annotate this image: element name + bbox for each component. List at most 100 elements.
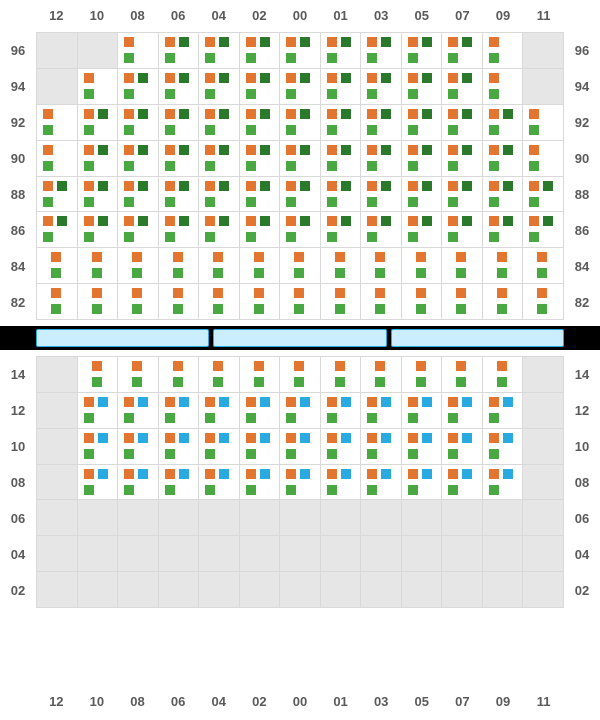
rack-cell[interactable] bbox=[77, 392, 118, 428]
rack-cell[interactable] bbox=[77, 176, 118, 212]
rack-cell[interactable] bbox=[442, 33, 483, 69]
rack-cell[interactable] bbox=[77, 212, 118, 248]
rack-cell[interactable] bbox=[320, 248, 361, 284]
rack-cell[interactable] bbox=[523, 284, 564, 320]
rack-cell[interactable] bbox=[199, 500, 240, 536]
rack-cell[interactable] bbox=[401, 284, 442, 320]
rack-cell[interactable] bbox=[361, 572, 402, 608]
rack-cell[interactable] bbox=[482, 536, 523, 572]
rack-cell[interactable] bbox=[523, 428, 564, 464]
rack-cell[interactable] bbox=[37, 357, 78, 393]
divider-segment[interactable] bbox=[36, 329, 209, 347]
rack-cell[interactable] bbox=[523, 212, 564, 248]
rack-cell[interactable] bbox=[482, 428, 523, 464]
rack-cell[interactable] bbox=[442, 428, 483, 464]
rack-cell[interactable] bbox=[523, 140, 564, 176]
rack-cell[interactable] bbox=[442, 536, 483, 572]
rack-cell[interactable] bbox=[482, 212, 523, 248]
rack-cell[interactable] bbox=[442, 464, 483, 500]
rack-cell[interactable] bbox=[482, 392, 523, 428]
divider-segment[interactable] bbox=[391, 329, 564, 347]
rack-cell[interactable] bbox=[523, 464, 564, 500]
rack-cell[interactable] bbox=[320, 428, 361, 464]
rack-cell[interactable] bbox=[280, 176, 321, 212]
rack-cell[interactable] bbox=[320, 33, 361, 69]
rack-cell[interactable] bbox=[37, 428, 78, 464]
rack-cell[interactable] bbox=[523, 536, 564, 572]
rack-cell[interactable] bbox=[482, 33, 523, 69]
rack-cell[interactable] bbox=[118, 357, 159, 393]
rack-cell[interactable] bbox=[77, 500, 118, 536]
rack-cell[interactable] bbox=[239, 392, 280, 428]
rack-cell[interactable] bbox=[361, 140, 402, 176]
rack-cell[interactable] bbox=[401, 428, 442, 464]
rack-cell[interactable] bbox=[401, 140, 442, 176]
rack-cell[interactable] bbox=[158, 212, 199, 248]
rack-cell[interactable] bbox=[442, 104, 483, 140]
rack-cell[interactable] bbox=[361, 284, 402, 320]
rack-cell[interactable] bbox=[239, 33, 280, 69]
rack-cell[interactable] bbox=[523, 248, 564, 284]
rack-cell[interactable] bbox=[280, 572, 321, 608]
rack-cell[interactable] bbox=[361, 68, 402, 104]
rack-cell[interactable] bbox=[401, 572, 442, 608]
rack-cell[interactable] bbox=[239, 284, 280, 320]
rack-cell[interactable] bbox=[320, 392, 361, 428]
rack-cell[interactable] bbox=[118, 464, 159, 500]
rack-cell[interactable] bbox=[77, 104, 118, 140]
rack-cell[interactable] bbox=[37, 68, 78, 104]
rack-cell[interactable] bbox=[158, 428, 199, 464]
rack-cell[interactable] bbox=[239, 68, 280, 104]
rack-cell[interactable] bbox=[239, 500, 280, 536]
rack-cell[interactable] bbox=[199, 536, 240, 572]
rack-cell[interactable] bbox=[320, 536, 361, 572]
rack-cell[interactable] bbox=[523, 357, 564, 393]
rack-cell[interactable] bbox=[280, 68, 321, 104]
rack-cell[interactable] bbox=[361, 176, 402, 212]
rack-cell[interactable] bbox=[523, 500, 564, 536]
rack-cell[interactable] bbox=[401, 104, 442, 140]
rack-cell[interactable] bbox=[482, 140, 523, 176]
rack-cell[interactable] bbox=[442, 572, 483, 608]
rack-cell[interactable] bbox=[280, 212, 321, 248]
rack-cell[interactable] bbox=[401, 33, 442, 69]
rack-cell[interactable] bbox=[482, 248, 523, 284]
rack-cell[interactable] bbox=[118, 212, 159, 248]
rack-cell[interactable] bbox=[482, 500, 523, 536]
rack-cell[interactable] bbox=[118, 284, 159, 320]
rack-cell[interactable] bbox=[118, 536, 159, 572]
rack-cell[interactable] bbox=[442, 212, 483, 248]
rack-cell[interactable] bbox=[199, 104, 240, 140]
rack-cell[interactable] bbox=[77, 572, 118, 608]
rack-cell[interactable] bbox=[158, 357, 199, 393]
rack-cell[interactable] bbox=[280, 464, 321, 500]
rack-cell[interactable] bbox=[199, 68, 240, 104]
rack-cell[interactable] bbox=[361, 500, 402, 536]
rack-cell[interactable] bbox=[442, 284, 483, 320]
rack-cell[interactable] bbox=[118, 104, 159, 140]
rack-cell[interactable] bbox=[37, 140, 78, 176]
rack-cell[interactable] bbox=[320, 104, 361, 140]
rack-cell[interactable] bbox=[320, 464, 361, 500]
rack-cell[interactable] bbox=[77, 464, 118, 500]
rack-cell[interactable] bbox=[239, 464, 280, 500]
rack-cell[interactable] bbox=[37, 33, 78, 69]
rack-cell[interactable] bbox=[442, 140, 483, 176]
rack-cell[interactable] bbox=[401, 357, 442, 393]
rack-cell[interactable] bbox=[320, 572, 361, 608]
rack-cell[interactable] bbox=[442, 176, 483, 212]
rack-cell[interactable] bbox=[37, 392, 78, 428]
rack-cell[interactable] bbox=[442, 500, 483, 536]
rack-cell[interactable] bbox=[523, 68, 564, 104]
rack-cell[interactable] bbox=[482, 176, 523, 212]
rack-cell[interactable] bbox=[280, 428, 321, 464]
rack-cell[interactable] bbox=[239, 176, 280, 212]
rack-cell[interactable] bbox=[158, 176, 199, 212]
rack-cell[interactable] bbox=[239, 104, 280, 140]
rack-cell[interactable] bbox=[118, 392, 159, 428]
rack-cell[interactable] bbox=[158, 572, 199, 608]
rack-cell[interactable] bbox=[37, 500, 78, 536]
rack-cell[interactable] bbox=[361, 464, 402, 500]
rack-cell[interactable] bbox=[361, 212, 402, 248]
rack-cell[interactable] bbox=[401, 212, 442, 248]
